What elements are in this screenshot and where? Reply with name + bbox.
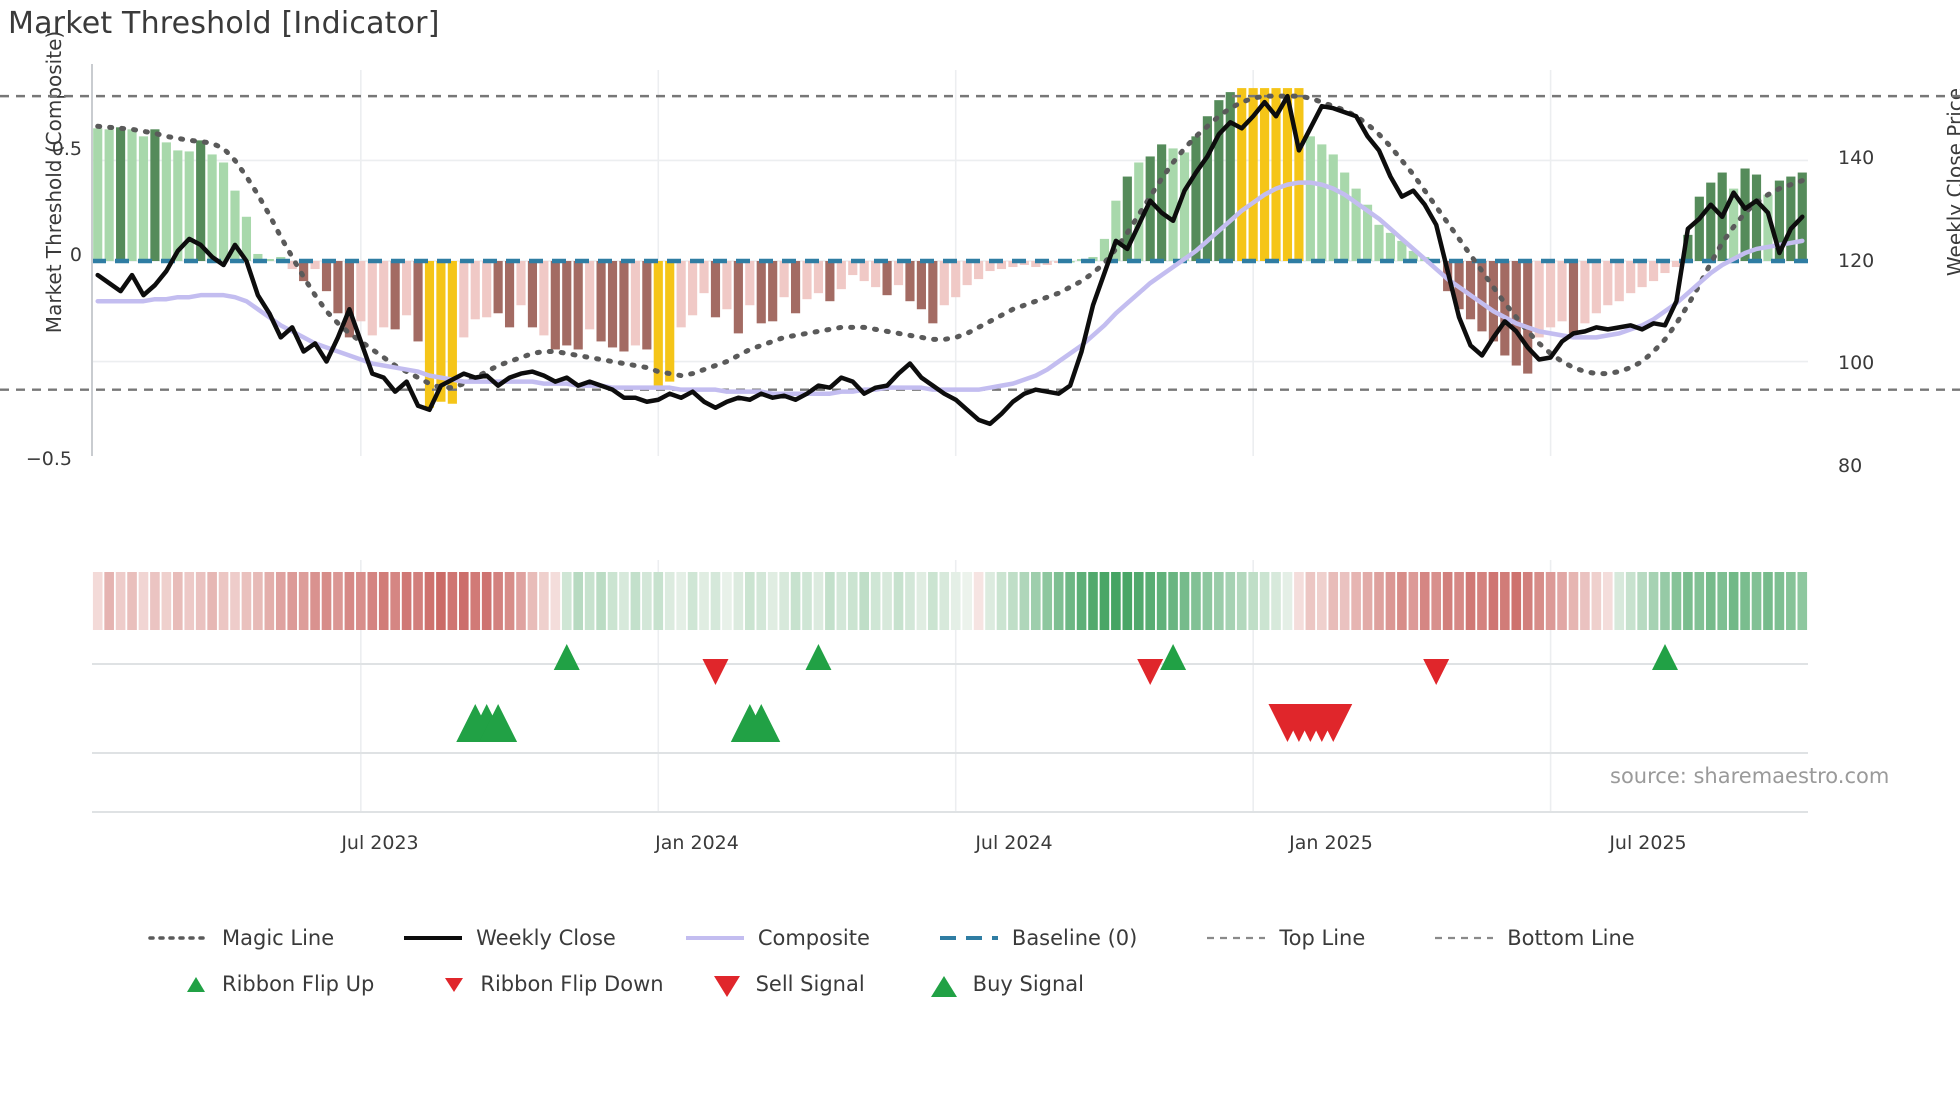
legend-label: Ribbon Flip Down xyxy=(480,972,664,996)
legend-item-top-line[interactable]: Top Line xyxy=(1205,926,1365,950)
page-title: Market Threshold [Indicator] xyxy=(8,6,440,41)
solid-lavender-line-swatch xyxy=(684,927,746,949)
legend-item-sell-signal[interactable]: Sell Signal xyxy=(710,972,865,997)
x-tick-4: Jul 2025 xyxy=(1609,832,1687,854)
magic-line-series xyxy=(95,93,1805,391)
dashed-gray-line-swatch xyxy=(1433,927,1495,949)
y-tick-left-0: 0.5 xyxy=(51,138,82,160)
y-tick-right-3: 80 xyxy=(1838,455,1863,477)
x-tick-1: Jan 2024 xyxy=(655,832,739,854)
source-attribution: source: sharemaestro.com xyxy=(1610,764,1890,788)
y-tick-left-2: −0.5 xyxy=(25,448,72,470)
legend-item-baseline[interactable]: Baseline (0) xyxy=(938,926,1137,950)
legend-label: Magic Line xyxy=(222,926,335,950)
x-tick-3: Jan 2025 xyxy=(1289,832,1373,854)
dashed-teal-line-swatch xyxy=(938,927,1000,949)
legend-label: Weekly Close xyxy=(476,926,616,950)
weekly-close-line-series xyxy=(95,93,1805,427)
small-red-down-triangle-icon xyxy=(440,973,468,995)
legend-item-bottom-line[interactable]: Bottom Line xyxy=(1433,926,1635,950)
legend-item-magic-line[interactable]: Magic Line xyxy=(148,926,334,950)
legend-item-composite[interactable]: Composite xyxy=(684,926,870,950)
dotted-gray-line-swatch xyxy=(148,927,210,949)
axis-spines xyxy=(91,64,1808,813)
legend-label: Bottom Line xyxy=(1507,926,1635,950)
legend-item-ribbon-flip-down[interactable]: Ribbon Flip Down xyxy=(440,972,664,996)
composite-line-series xyxy=(95,180,1805,396)
legend-item-buy-signal[interactable]: Buy Signal xyxy=(927,972,1084,997)
large-green-up-triangle-icon xyxy=(927,973,961,997)
legend-label: Composite xyxy=(757,926,870,950)
x-tick-2: Jul 2024 xyxy=(975,832,1053,854)
small-green-up-triangle-icon xyxy=(182,973,210,995)
legend-row-2: Ribbon Flip Up Ribbon Flip Down Sell Sig… xyxy=(0,964,1960,1004)
legend-label: Sell Signal xyxy=(755,972,865,996)
y-tick-right-0: 140 xyxy=(1838,147,1875,169)
threshold-boundary-lines xyxy=(0,94,1960,391)
legend-row-1: Magic Line Weekly Close Composite Baseli… xyxy=(0,918,1960,958)
solid-black-line-swatch xyxy=(402,927,464,949)
y-tick-left-1: 0 xyxy=(69,244,82,266)
signal-markers xyxy=(456,644,1678,742)
grid-lines xyxy=(92,70,1808,812)
legend-label: Top Line xyxy=(1279,926,1366,950)
legend-label: Buy Signal xyxy=(972,972,1084,996)
legend-label: Ribbon Flip Up xyxy=(222,972,375,996)
large-red-down-triangle-icon xyxy=(710,973,744,997)
legend-label: Baseline (0) xyxy=(1011,926,1138,950)
chart-legend: Magic Line Weekly Close Composite Baseli… xyxy=(0,918,1960,1004)
y-tick-right-2: 100 xyxy=(1838,352,1875,374)
legend-item-weekly-close[interactable]: Weekly Close xyxy=(402,926,616,950)
y-tick-right-1: 120 xyxy=(1838,250,1875,272)
x-tick-0: Jul 2023 xyxy=(341,832,419,854)
legend-item-ribbon-flip-up[interactable]: Ribbon Flip Up xyxy=(182,972,374,996)
dashed-gray-line-swatch xyxy=(1205,927,1267,949)
ribbon-heatmap-strip xyxy=(92,572,1808,630)
